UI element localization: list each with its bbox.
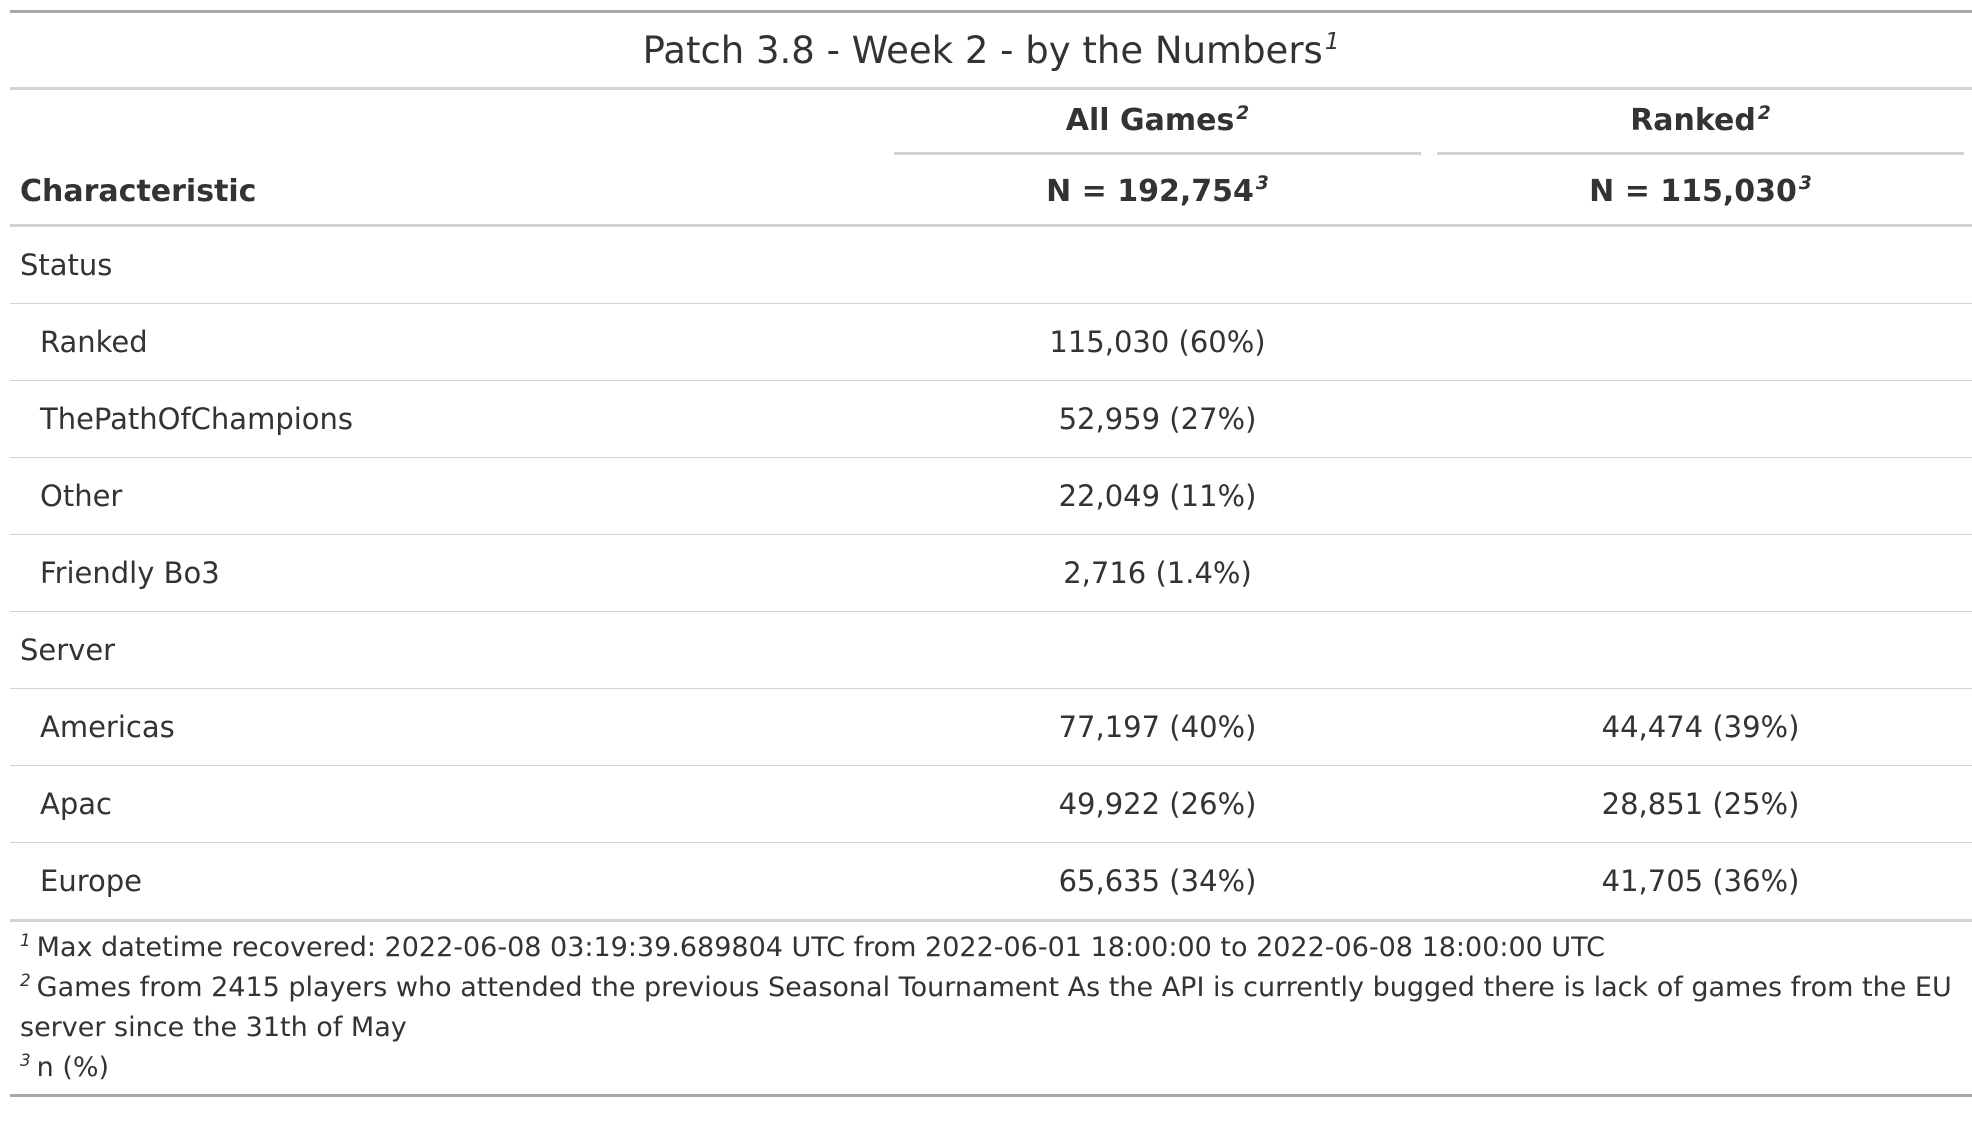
table-cell: [1429, 225, 1972, 304]
spanner-row: All Games 2 Ranked 2: [10, 89, 1972, 159]
table-cell: [886, 611, 1429, 689]
table-row: ThePathOfChampions 52,959 (27%): [10, 380, 1972, 458]
group-label-server: Server: [10, 611, 886, 689]
footnote-2-mark: 2: [20, 969, 31, 990]
all-games-n-text: N = 192,754: [1046, 173, 1254, 209]
group-row-server: Server: [10, 611, 1972, 689]
spanner-all-games-text: All Games: [1065, 103, 1235, 138]
column-header-row: Characteristic N = 192,754 3 N = 115,030 3: [10, 158, 1972, 227]
cell-ranked: 41,705 (36%): [1429, 842, 1972, 922]
table-title: Patch 3.8 - Week 2 - by the Numbers1: [10, 11, 1972, 90]
table-row: Americas 77,197 (40%) 44,474 (39%): [10, 688, 1972, 766]
table-row: Ranked 115,030 (60%): [10, 303, 1972, 381]
footnote-2-text: Games from 2415 players who attended the…: [20, 972, 1952, 1043]
spanner-ranked-label: Ranked 2: [1437, 93, 1965, 155]
ranked-n-mark: 3: [1798, 173, 1812, 195]
cell-ranked: [1429, 457, 1972, 535]
cell-all-games: 2,716 (1.4%): [886, 534, 1429, 612]
spanner-empty: [10, 89, 886, 159]
row-label: Other: [10, 457, 886, 535]
spanner-all-games-mark: 2: [1236, 102, 1250, 124]
cell-ranked: [1429, 303, 1972, 381]
footnote-1: 1 Max datetime recovered: 2022-06-08 03:1…: [20, 928, 1962, 968]
column-header-characteristic: Characteristic: [10, 158, 886, 227]
cell-all-games: 115,030 (60%): [886, 303, 1429, 381]
footnote-2: 2 Games from 2415 players who attended th…: [20, 968, 1962, 1048]
cell-all-games: 65,635 (34%): [886, 842, 1429, 922]
footnote-3-mark: 3: [20, 1049, 31, 1070]
spanner-ranked: Ranked 2: [1429, 89, 1972, 159]
table-row: Other 22,049 (11%): [10, 457, 1972, 535]
spanner-all-games: All Games 2: [886, 89, 1429, 159]
footnotes: 1 Max datetime recovered: 2022-06-08 03:1…: [10, 921, 1972, 1096]
table-row: Apac 49,922 (26%) 28,851 (25%): [10, 765, 1972, 843]
group-label-status: Status: [10, 225, 886, 304]
table-cell: [1429, 611, 1972, 689]
column-header-all-games-n: N = 192,754 3: [886, 158, 1429, 227]
summary-table: Patch 3.8 - Week 2 - by the Numbers1 All…: [10, 10, 1972, 1097]
cell-ranked: [1429, 380, 1972, 458]
spanner-ranked-mark: 2: [1757, 102, 1771, 124]
summary-table-container: Patch 3.8 - Week 2 - by the Numbers1 All…: [10, 10, 1972, 1097]
column-header-ranked-n: N = 115,030 3: [1429, 158, 1972, 227]
row-label: Ranked: [10, 303, 886, 381]
cell-ranked: [1429, 534, 1972, 612]
row-label: Europe: [10, 842, 886, 922]
cell-all-games: 52,959 (27%): [886, 380, 1429, 458]
cell-all-games: 49,922 (26%): [886, 765, 1429, 843]
row-label: Americas: [10, 688, 886, 766]
footnote-1-mark: 1: [20, 929, 31, 950]
spanner-all-games-label: All Games 2: [894, 93, 1421, 155]
footnote-1-text: Max datetime recovered: 2022-06-08 03:19…: [36, 932, 1605, 963]
cell-all-games: 77,197 (40%): [886, 688, 1429, 766]
footnotes-row: 1 Max datetime recovered: 2022-06-08 03:1…: [10, 921, 1972, 1096]
spanner-ranked-text: Ranked: [1630, 103, 1756, 138]
footnote-3-text: n (%): [36, 1052, 110, 1083]
table-row: Europe 65,635 (34%) 41,705 (36%): [10, 842, 1972, 922]
title-footnote-mark: 1: [1324, 28, 1340, 55]
cell-ranked: 44,474 (39%): [1429, 688, 1972, 766]
title-row: Patch 3.8 - Week 2 - by the Numbers1: [10, 11, 1972, 90]
table-row: Friendly Bo3 2,716 (1.4%): [10, 534, 1972, 612]
cell-all-games: 22,049 (11%): [886, 457, 1429, 535]
group-row-status: Status: [10, 225, 1972, 304]
row-label: Apac: [10, 765, 886, 843]
all-games-n-mark: 3: [1255, 173, 1269, 195]
table-cell: [886, 225, 1429, 304]
table-title-text: Patch 3.8 - Week 2 - by the Numbers: [642, 28, 1323, 72]
row-label: ThePathOfChampions: [10, 380, 886, 458]
ranked-n-text: N = 115,030: [1589, 173, 1797, 209]
cell-ranked: 28,851 (25%): [1429, 765, 1972, 843]
row-label: Friendly Bo3: [10, 534, 886, 612]
